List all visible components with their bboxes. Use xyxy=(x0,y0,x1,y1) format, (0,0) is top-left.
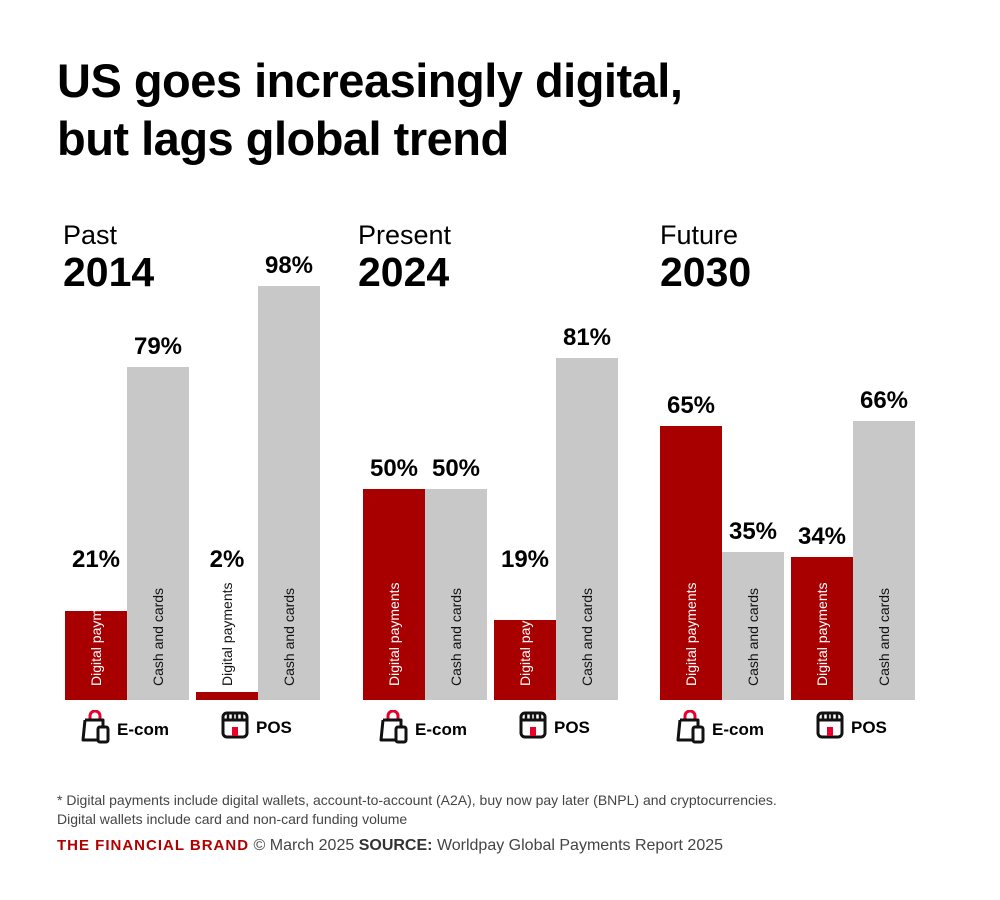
bar-cash xyxy=(853,421,915,700)
category-label: POS xyxy=(518,710,590,745)
series-label-cash: Cash and cards xyxy=(579,587,595,686)
group-header: Future 2030 xyxy=(660,220,751,294)
category-name: E-com xyxy=(712,719,764,739)
bar-digital xyxy=(494,619,556,700)
data-label: 66% xyxy=(859,387,909,415)
source-text: Worldpay Global Payments Report 2025 xyxy=(436,837,724,854)
data-label: 81% xyxy=(562,324,612,352)
year-label: 2024 xyxy=(358,249,450,295)
series-label-digital: Digital payments xyxy=(219,582,235,687)
data-label: 50% xyxy=(369,455,419,482)
data-label: 98% xyxy=(264,252,314,280)
bar-digital xyxy=(363,489,425,700)
bar-cash xyxy=(127,366,189,700)
data-label: 21% xyxy=(71,546,121,573)
bar-cash xyxy=(425,489,487,700)
footnote-line-1: * Digital payments include digital walle… xyxy=(57,792,777,808)
data-label: 50% xyxy=(431,455,481,482)
year-label: 2014 xyxy=(63,249,155,295)
era-label: Past xyxy=(63,220,118,250)
series-label-cash: Cash and cards xyxy=(150,587,166,686)
bar-digital xyxy=(660,425,722,700)
series-label-digital: Digital payments xyxy=(683,582,699,687)
data-label: 2% xyxy=(209,546,245,573)
footnote: * Digital payments include digital walle… xyxy=(57,791,777,829)
series-label-digital: Digital payments xyxy=(517,582,533,687)
category-label: POS xyxy=(815,710,887,745)
title-line-2: but lags global trend xyxy=(57,112,509,165)
category-label: POS xyxy=(220,710,292,745)
footnote-line-2: Digital wallets include card and non-car… xyxy=(57,811,408,827)
series-label-digital: Digital payments xyxy=(386,582,402,687)
shopping-bag-phone-icon xyxy=(81,709,111,749)
bar-cash xyxy=(258,286,320,700)
shopping-bag-phone-icon xyxy=(379,709,409,749)
series-label-digital: Digital payments xyxy=(814,582,830,687)
storefront-icon xyxy=(220,710,250,745)
storefront-icon xyxy=(815,710,845,745)
group-header: Past 2014 xyxy=(63,220,154,294)
category-label: E-com xyxy=(379,709,467,749)
category-name: POS xyxy=(256,717,292,737)
category-name: POS xyxy=(554,717,590,737)
source-line: THE FINANCIAL BRAND © March 2025 SOURCE:… xyxy=(57,837,723,855)
brand-logo: THE FINANCIAL BRAND xyxy=(57,837,250,854)
year-label: 2030 xyxy=(660,249,752,295)
data-label: 65% xyxy=(666,391,716,419)
category-name: POS xyxy=(851,717,887,737)
title-line-1: US goes increasingly digital, xyxy=(57,54,683,107)
bar-digital xyxy=(65,611,127,700)
source-label: SOURCE: xyxy=(358,837,433,854)
series-label-cash: Cash and cards xyxy=(281,587,297,686)
bar-digital xyxy=(791,556,853,700)
data-label: 79% xyxy=(133,332,183,360)
series-label-digital: Digital payments xyxy=(88,582,104,687)
chart-title: US goes increasingly digital, but lags g… xyxy=(57,52,683,168)
era-label: Future xyxy=(660,220,739,250)
bar-digital xyxy=(196,691,258,700)
series-label-cash: Cash and cards xyxy=(876,587,892,686)
era-label: Present xyxy=(358,220,452,250)
category-label: E-com xyxy=(81,709,169,749)
series-label-cash: Cash and cards xyxy=(745,587,761,686)
data-label: 35% xyxy=(728,518,778,546)
storefront-icon xyxy=(518,710,548,745)
category-name: E-com xyxy=(117,719,169,739)
category-name: E-com xyxy=(415,719,467,739)
bar-cash xyxy=(556,358,618,700)
data-label: 19% xyxy=(500,546,550,573)
category-label: E-com xyxy=(676,709,764,749)
shopping-bag-phone-icon xyxy=(676,709,706,749)
group-header: Present 2024 xyxy=(358,220,451,294)
series-label-cash: Cash and cards xyxy=(448,587,464,686)
bar-cash xyxy=(722,552,784,700)
data-label: 34% xyxy=(797,522,847,550)
date: © March 2025 xyxy=(253,837,355,854)
